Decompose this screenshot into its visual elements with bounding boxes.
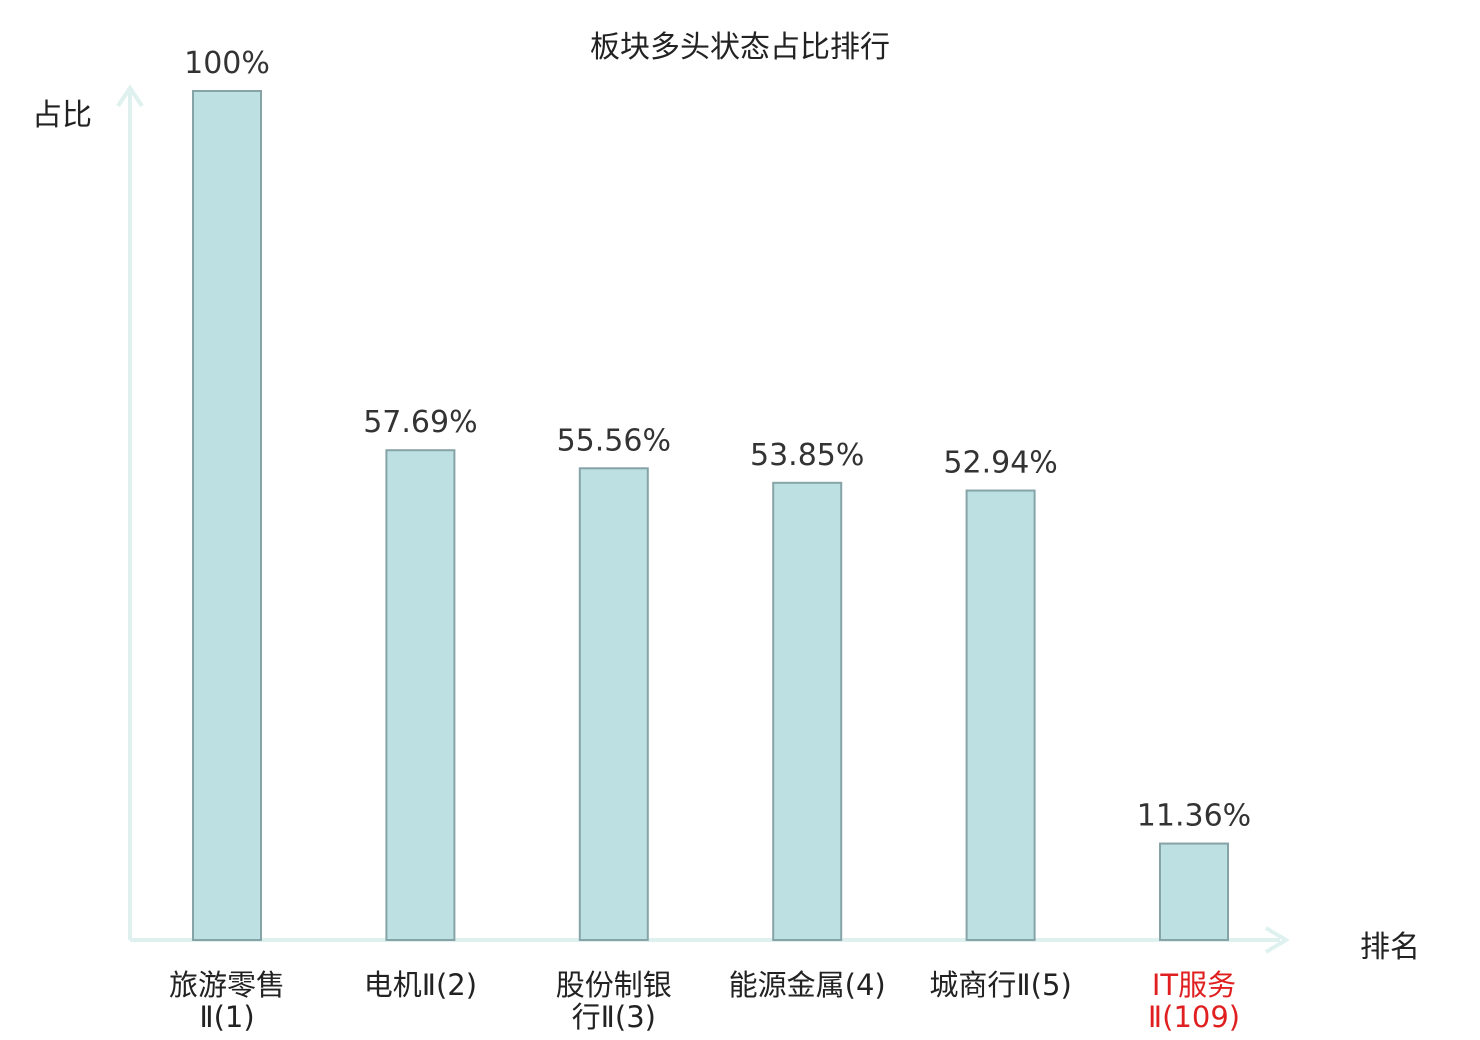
x-tick-label: 旅游零售 [169, 968, 285, 1002]
data-label: 57.69% [363, 405, 477, 440]
bar [192, 90, 262, 941]
data-label: 53.85% [750, 438, 864, 473]
x-tick-label: 能源金属(4) [729, 968, 886, 1002]
x-axis-arrow-icon [1264, 926, 1290, 954]
x-tick-label: 行Ⅱ(3) [572, 1000, 656, 1034]
bar [1159, 842, 1229, 941]
x-tick-label: Ⅱ(109) [1148, 1000, 1240, 1034]
bar [772, 481, 843, 941]
x-tick-label: 股份制银 [556, 968, 672, 1002]
y-axis-label: 占比 [32, 98, 92, 133]
data-label: 55.56% [557, 423, 671, 458]
x-tick-label: Ⅱ(1) [199, 1000, 254, 1034]
data-label: 100% [184, 46, 270, 81]
bar [578, 467, 649, 941]
data-label: 11.36% [1137, 799, 1251, 834]
data-label: 52.94% [943, 446, 1057, 481]
bar [385, 449, 456, 941]
bar [965, 489, 1036, 941]
x-tick-label: 电机Ⅱ(2) [364, 968, 477, 1002]
x-tick-label: IT服务 [1152, 968, 1236, 1002]
x-axis-label: 排名 [1360, 930, 1420, 965]
chart-title: 板块多头状态占比排行 [590, 30, 890, 65]
y-axis-arrow-icon [116, 84, 144, 108]
x-tick-label: 城商行Ⅱ(5) [929, 968, 1071, 1002]
